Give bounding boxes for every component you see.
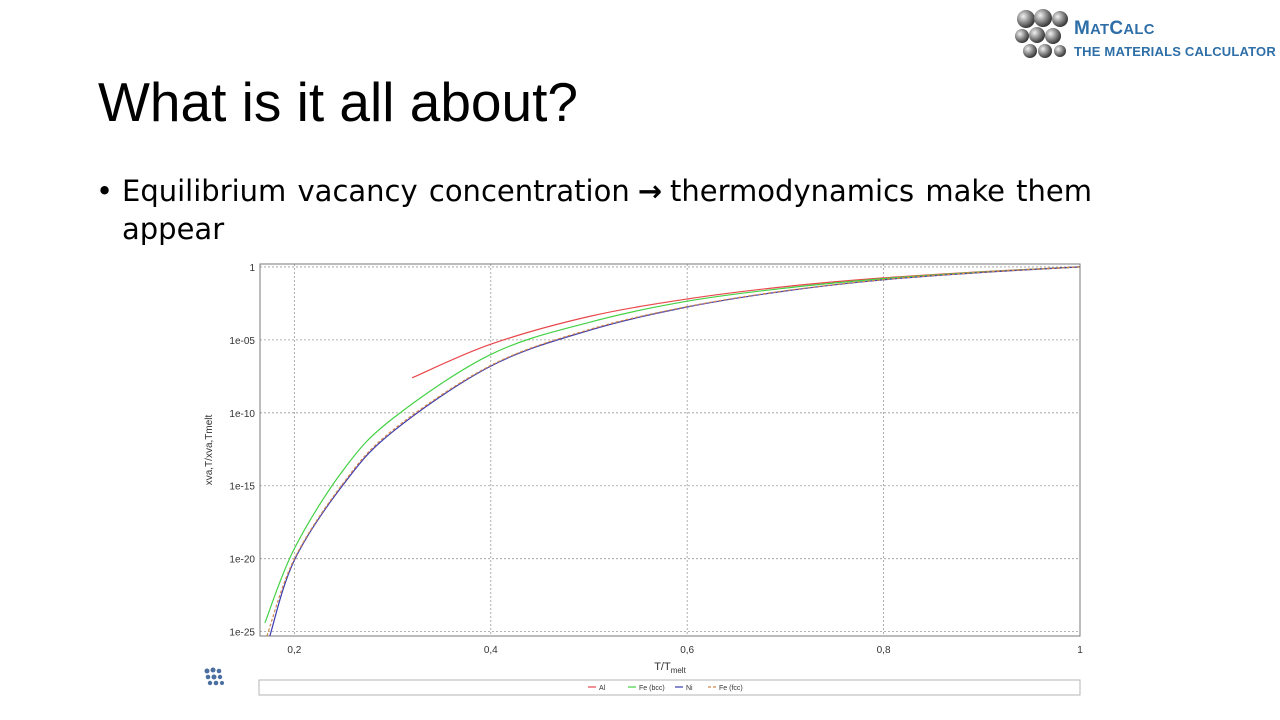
x-tick-label: 1 bbox=[1077, 645, 1083, 656]
y-tick-label: 1e-25 bbox=[229, 628, 255, 639]
plot-frame bbox=[259, 263, 1081, 637]
x-tick-label: 0,2 bbox=[287, 645, 301, 656]
legend-label: Ni bbox=[686, 685, 693, 692]
x-tick-label: 0,4 bbox=[484, 645, 498, 656]
y-tick-label: 1e-15 bbox=[229, 482, 255, 493]
y-axis-label-text: xva,T/xva,Tmelt bbox=[204, 415, 215, 486]
y-tick-label: 1e-20 bbox=[229, 555, 255, 566]
y-tick-label: 1 bbox=[249, 263, 255, 274]
chart-series bbox=[264, 266, 1081, 637]
logo-tagline: THE MATERIALS CALCULATOR bbox=[1074, 44, 1276, 59]
legend-label: Fe (bcc) bbox=[639, 685, 665, 692]
y-axis-label: xva,T/xva,Tmelt bbox=[204, 415, 215, 486]
legend-box bbox=[258, 679, 1081, 696]
legend-label: Al bbox=[599, 685, 606, 692]
y-tick-label: 1e-10 bbox=[229, 409, 255, 420]
legend-label: Fe (fcc) bbox=[719, 685, 743, 692]
bullet-text: Equilibrium vacancy concentration → thermo… bbox=[122, 174, 1093, 246]
x-axis-label: T/Tmelt bbox=[654, 661, 686, 675]
y-tick-label: 1e-05 bbox=[229, 336, 255, 347]
matcalc-balls-icon bbox=[1015, 9, 1068, 58]
matcalc-small-icon bbox=[204, 667, 224, 686]
slide-title: What is it all about? bbox=[98, 71, 578, 133]
chart-legend: Al Fe (bcc) Ni Fe (fcc) bbox=[588, 685, 743, 692]
x-tick-label: 0,8 bbox=[877, 645, 891, 656]
series-line-ni bbox=[269, 266, 1081, 637]
series-line-fe-bcc bbox=[264, 266, 1081, 624]
x-tick-label: 0,6 bbox=[680, 645, 694, 656]
right-arrow-icon: → bbox=[637, 174, 663, 208]
chart-ticks: 0,2 0,4 0,6 0,8 1 1 1e-05 1e-10 1e-15 1e-20 1e-25 bbox=[229, 263, 1083, 656]
matcalc-logo: MATCALC THE MATERIALS CALCULATOR bbox=[1014, 6, 1276, 64]
vacancy-concentration-chart: 0,2 0,4 0,6 0,8 111e-051e-101e-151e-201e-25 … bbox=[195, 255, 1085, 700]
logo-name: MATCALC bbox=[1074, 18, 1155, 39]
bullet-dot-icon: • bbox=[96, 174, 114, 208]
series-line-fe-fcc bbox=[266, 266, 1081, 637]
